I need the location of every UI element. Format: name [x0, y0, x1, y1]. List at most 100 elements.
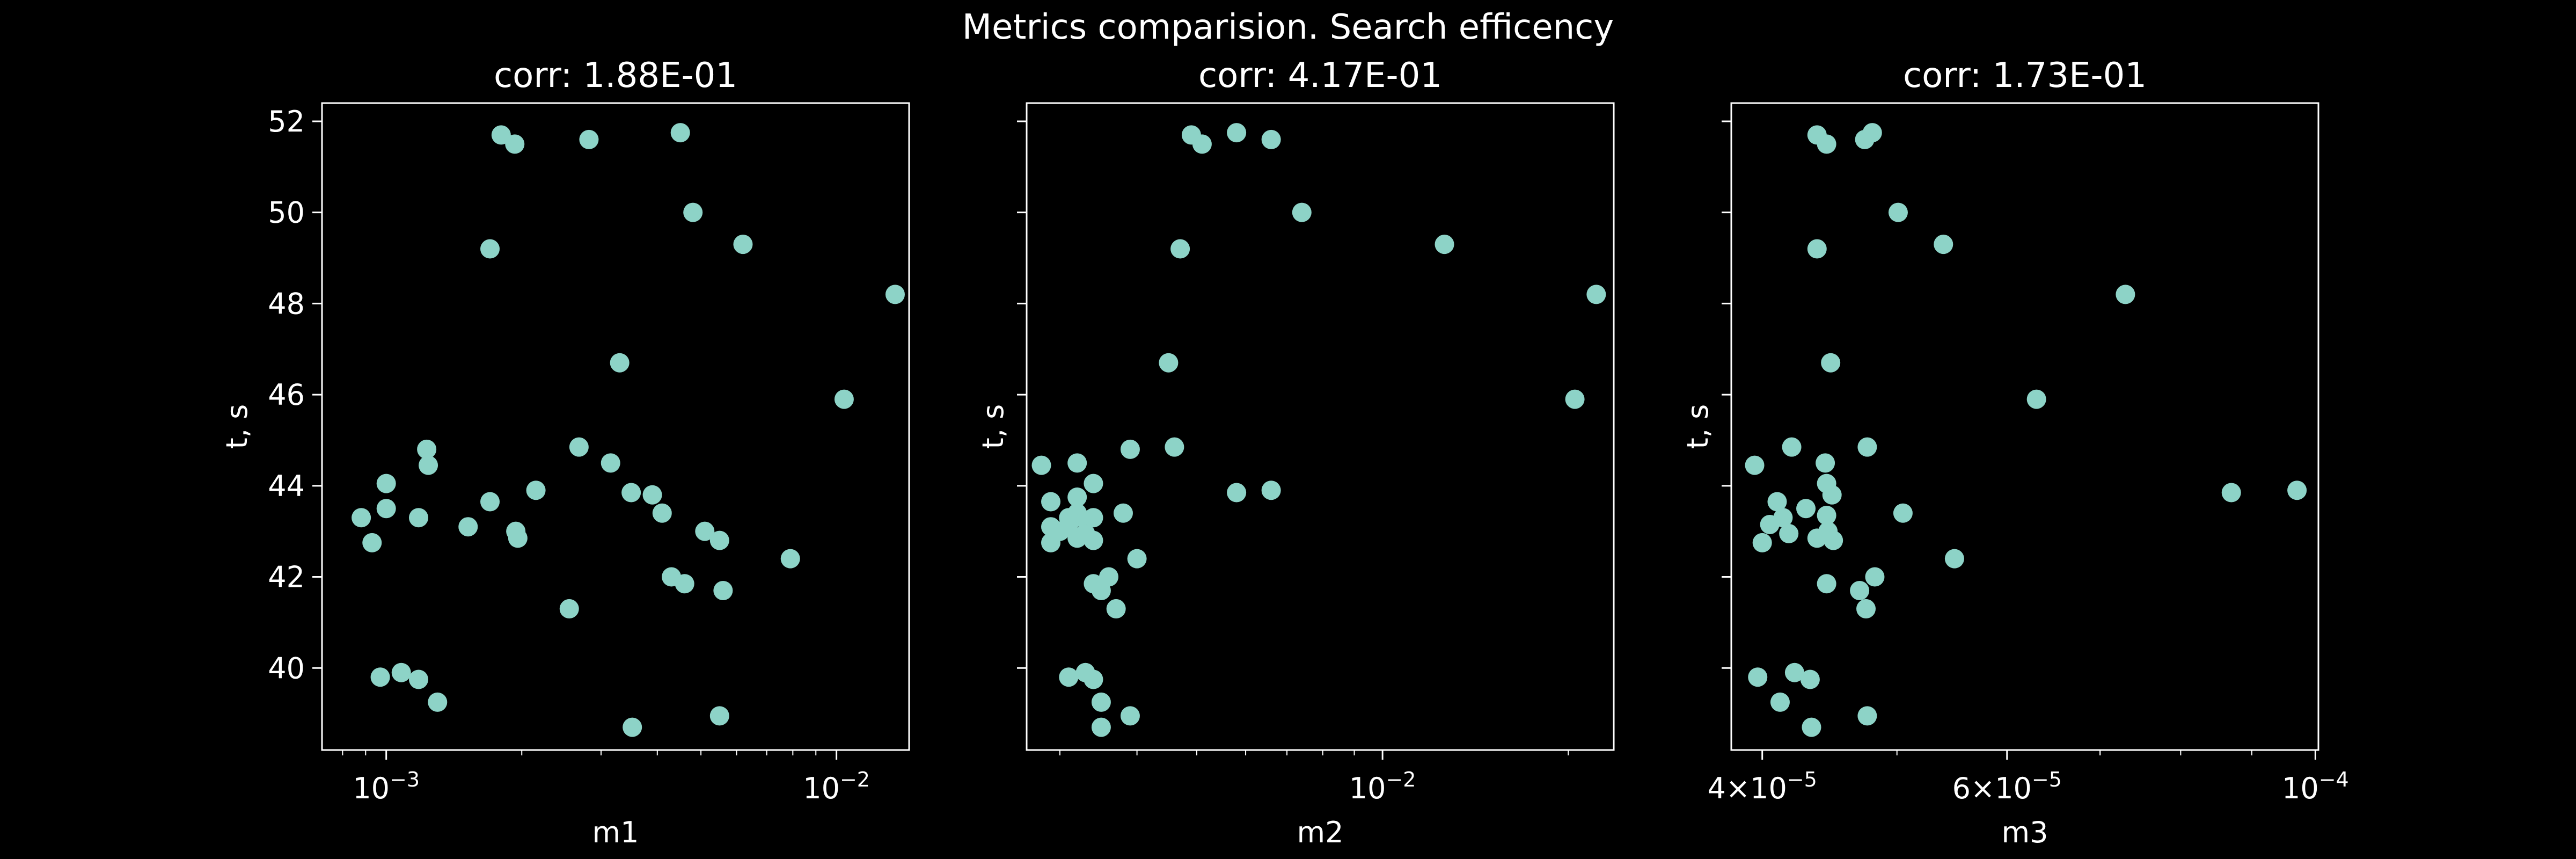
- data-point: [352, 508, 371, 528]
- data-point: [1856, 599, 1876, 618]
- data-point: [1113, 503, 1133, 523]
- x-axis-label: m3: [2002, 816, 2048, 849]
- data-point: [1227, 483, 1247, 503]
- data-point: [1091, 717, 1111, 737]
- data-point: [1745, 455, 1765, 475]
- x-tick-label: 10−2: [803, 768, 870, 805]
- data-point: [1565, 389, 1585, 409]
- data-point: [1782, 437, 1802, 457]
- x-axis-label: m2: [1297, 816, 1344, 849]
- data-point: [1586, 285, 1606, 304]
- scatter-panel-3: 4×10−5 6×10−5 10−4 m3 t, s corr: 1.73E-01: [1681, 56, 2349, 849]
- data-point: [1817, 505, 1836, 525]
- data-point: [780, 549, 800, 569]
- y-axis-label: t, s: [1681, 404, 1715, 449]
- data-point: [1067, 487, 1087, 507]
- data-point: [652, 503, 672, 523]
- data-point: [376, 474, 396, 493]
- data-point: [885, 285, 905, 304]
- data-point: [713, 580, 733, 600]
- data-point: [670, 123, 690, 143]
- data-point: [623, 717, 642, 737]
- y-tick-label: 42: [268, 560, 305, 594]
- data-point: [683, 202, 703, 222]
- data-point: [1165, 437, 1184, 457]
- y-axis-label: t, s: [220, 404, 254, 449]
- x-tick-label: 10−4: [2282, 768, 2349, 805]
- data-point: [1067, 453, 1087, 473]
- data-point: [1821, 353, 1841, 373]
- data-point: [1261, 129, 1281, 149]
- data-point: [1170, 239, 1190, 259]
- data-point: [1084, 508, 1103, 528]
- data-point: [709, 530, 729, 550]
- data-point: [1888, 202, 1908, 222]
- data-point: [559, 599, 579, 618]
- data-point: [1893, 503, 1913, 523]
- data-point: [733, 235, 753, 254]
- data-point: [362, 533, 382, 552]
- data-point: [1862, 123, 1882, 143]
- data-point: [1857, 437, 1877, 457]
- data-point: [491, 125, 511, 145]
- data-point: [2287, 481, 2307, 500]
- data-point: [417, 439, 437, 459]
- data-point: [709, 706, 729, 726]
- x-axis-label: m1: [592, 816, 639, 849]
- panel-title: corr: 4.17E-01: [1198, 56, 1442, 96]
- data-point: [1800, 669, 1820, 689]
- data-point: [1807, 239, 1827, 259]
- data-point: [601, 453, 620, 473]
- data-point: [2026, 389, 2046, 409]
- data-point: [610, 353, 630, 373]
- x-tick-label: 4×10−5: [1708, 768, 1817, 805]
- data-point: [1261, 481, 1281, 500]
- data-point: [1120, 439, 1140, 459]
- data-point: [1748, 667, 1768, 687]
- data-point: [1857, 706, 1877, 726]
- y-tick-label: 50: [268, 196, 305, 230]
- data-point: [1816, 453, 1835, 473]
- scatter-panel-2: 10−2m2 t, s corr: 4.17E-01: [976, 56, 1615, 849]
- data-point: [1159, 353, 1179, 373]
- data-point: [1822, 485, 1842, 505]
- data-point: [569, 437, 589, 457]
- data-point: [1192, 134, 1212, 154]
- data-point: [526, 481, 546, 500]
- y-axis-label: t, s: [976, 404, 1010, 449]
- panel-title: corr: 1.73E-01: [1903, 56, 2147, 96]
- data-point: [1865, 567, 1885, 587]
- data-point: [1099, 567, 1118, 587]
- plot-frame: [321, 102, 910, 751]
- data-point: [1824, 530, 1843, 550]
- data-point: [1784, 663, 1804, 682]
- data-point: [1773, 508, 1793, 528]
- data-point: [391, 663, 411, 682]
- scatter-panel-1: 40 42 44 46 48 50 52 10−3 10−2 m1 t, s corr: 1.88E-…: [220, 56, 910, 849]
- data-point: [2221, 483, 2241, 503]
- y-tick-label: 40: [268, 651, 305, 685]
- data-point: [1767, 492, 1787, 512]
- data-point: [370, 667, 390, 687]
- data-point: [1059, 667, 1079, 687]
- data-point: [508, 528, 528, 548]
- data-point: [1041, 492, 1061, 512]
- figure-title: Metrics comparision. Search efficency: [962, 8, 1614, 47]
- x-tick-label: 10−2: [1349, 768, 1416, 805]
- data-point: [1779, 523, 1799, 543]
- data-point: [1752, 533, 1772, 552]
- data-point: [1292, 202, 1312, 222]
- data-point: [1770, 692, 1790, 712]
- data-point: [1091, 692, 1111, 712]
- data-point: [642, 485, 662, 505]
- data-point: [1084, 530, 1103, 550]
- x-tick-label: 10−3: [353, 768, 420, 805]
- data-point: [1817, 574, 1836, 594]
- data-point: [428, 692, 448, 712]
- data-point: [458, 517, 478, 537]
- data-point: [1031, 455, 1051, 475]
- y-tick-label: 52: [268, 105, 305, 139]
- data-point: [1802, 717, 1821, 737]
